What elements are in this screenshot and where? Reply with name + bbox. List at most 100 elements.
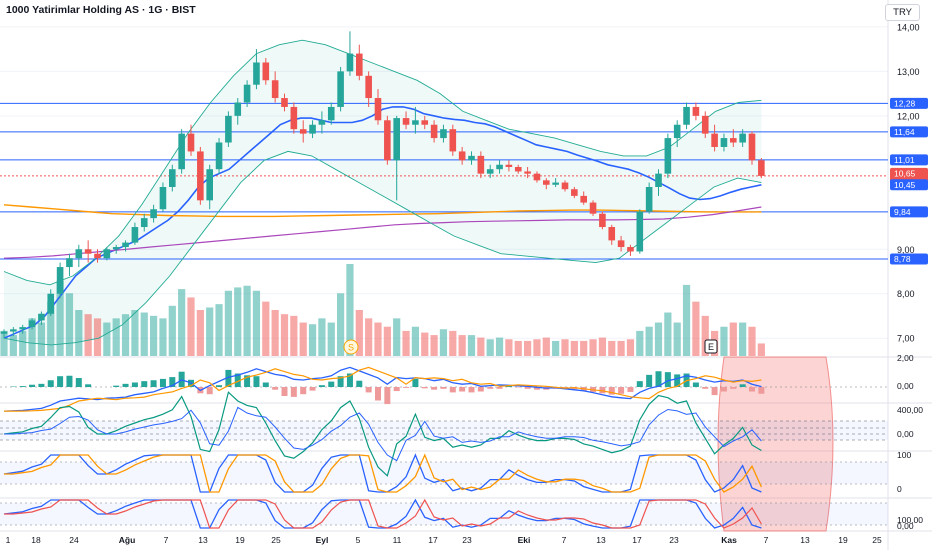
rsi-band-fill xyxy=(0,503,888,525)
candle-body xyxy=(188,134,195,152)
volume-bar xyxy=(655,323,662,356)
macd-histogram-bar xyxy=(113,386,119,387)
volume-bar xyxy=(19,331,26,356)
candle-body xyxy=(328,107,335,120)
volume-bar xyxy=(636,331,643,356)
time-axis-label: 25 xyxy=(872,535,882,545)
macd-histogram-bar xyxy=(469,387,475,392)
macd-histogram-bar xyxy=(487,387,493,389)
candle xyxy=(599,211,606,229)
macd-histogram-bar xyxy=(319,385,325,387)
time-axis-label: 1 xyxy=(6,535,11,545)
volume-bar xyxy=(758,343,765,356)
macd-histogram-bar xyxy=(38,384,44,387)
macd-histogram-bar xyxy=(422,387,428,388)
candle-body xyxy=(281,98,288,107)
price-tag-value: 11,64 xyxy=(894,127,915,137)
candle-body xyxy=(637,211,644,251)
macd-histogram-bar xyxy=(525,387,531,389)
candle-body xyxy=(272,80,279,98)
currency-selector[interactable]: TRY xyxy=(885,4,920,21)
candle xyxy=(216,138,223,174)
candle-body xyxy=(169,169,176,187)
candle-body xyxy=(534,174,541,181)
volume-bar xyxy=(618,341,625,356)
candle-body xyxy=(478,156,485,174)
cci-axis-label: 400,00 xyxy=(897,405,923,415)
chart-title: 1000 Yatirimlar Holding AS · 1G · BIST xyxy=(6,4,196,16)
candle-body xyxy=(487,169,494,173)
price-axis-label: 14,00 xyxy=(897,22,920,32)
candle-body xyxy=(104,249,111,258)
macd-histogram-bar xyxy=(375,387,381,401)
candle-body xyxy=(468,156,475,160)
split-marker-label: S xyxy=(348,343,354,353)
volume-bar xyxy=(103,323,110,356)
candle-body xyxy=(375,98,382,120)
volume-bar xyxy=(608,341,615,356)
time-axis-label: 19 xyxy=(838,535,848,545)
time-axis-label: Ağu xyxy=(119,535,136,545)
volume-bar xyxy=(599,338,606,356)
candle xyxy=(450,125,457,156)
volume-bar xyxy=(505,339,512,356)
candle-body xyxy=(76,249,83,258)
volume-bar xyxy=(187,297,194,356)
macd-histogram-bar xyxy=(712,387,718,395)
macd-histogram-bar xyxy=(151,380,157,387)
candle-body xyxy=(730,138,737,142)
candle xyxy=(291,103,298,134)
candle-body xyxy=(309,125,316,134)
candle-body xyxy=(141,218,148,227)
volume-bar xyxy=(281,314,288,356)
candle-body xyxy=(365,76,372,98)
candle-body xyxy=(122,243,129,247)
volume-bar xyxy=(384,327,391,356)
volume-bar xyxy=(739,323,746,356)
candle-body xyxy=(739,134,746,143)
macd-histogram-bar xyxy=(403,387,409,388)
volume-bar xyxy=(113,318,120,356)
candle-body xyxy=(721,138,728,147)
candle-body xyxy=(356,54,363,76)
candle xyxy=(384,116,391,165)
time-axis-label: 25 xyxy=(271,535,281,545)
candle-body xyxy=(749,134,756,161)
rsi-axis-label: 0,00 xyxy=(897,521,914,531)
volume-bar xyxy=(543,338,550,356)
volume-bar xyxy=(197,310,204,356)
candle-body xyxy=(150,209,157,218)
volume-bar xyxy=(627,339,634,356)
macd-histogram-bar xyxy=(618,387,624,394)
price-axis-label: 12,00 xyxy=(897,111,920,121)
candle-body xyxy=(421,120,428,124)
earnings-marker: E xyxy=(705,340,717,353)
candle xyxy=(337,67,344,111)
volume-bar xyxy=(402,331,409,356)
candle-body xyxy=(515,167,522,171)
candle-body xyxy=(562,183,569,190)
volume-bar xyxy=(215,304,222,356)
candle-body xyxy=(403,118,410,125)
candle-body xyxy=(206,169,213,200)
macd-histogram-bar xyxy=(310,387,316,391)
macd-histogram-bar xyxy=(160,379,166,387)
macd-histogram-bar xyxy=(253,376,259,387)
split-marker: S xyxy=(344,340,358,354)
macd-histogram-bar xyxy=(693,383,699,388)
time-axis-label: 7 xyxy=(764,535,769,545)
volume-bar xyxy=(328,323,335,356)
macd-histogram-bar xyxy=(76,378,82,387)
time-axis-label: 5 xyxy=(356,535,361,545)
time-axis-label: 17 xyxy=(632,535,642,545)
price-tag-value: 9,84 xyxy=(894,207,911,217)
price-tag-value: 10,45 xyxy=(894,180,916,190)
volume-bar xyxy=(748,327,755,356)
candle-body xyxy=(57,267,64,294)
candle-body xyxy=(384,120,391,160)
macd-histogram-bar xyxy=(132,383,138,388)
macd-histogram-bar xyxy=(497,387,503,389)
volume-bar xyxy=(206,307,213,356)
volume-bar xyxy=(159,318,166,356)
volume-bar xyxy=(664,313,671,356)
